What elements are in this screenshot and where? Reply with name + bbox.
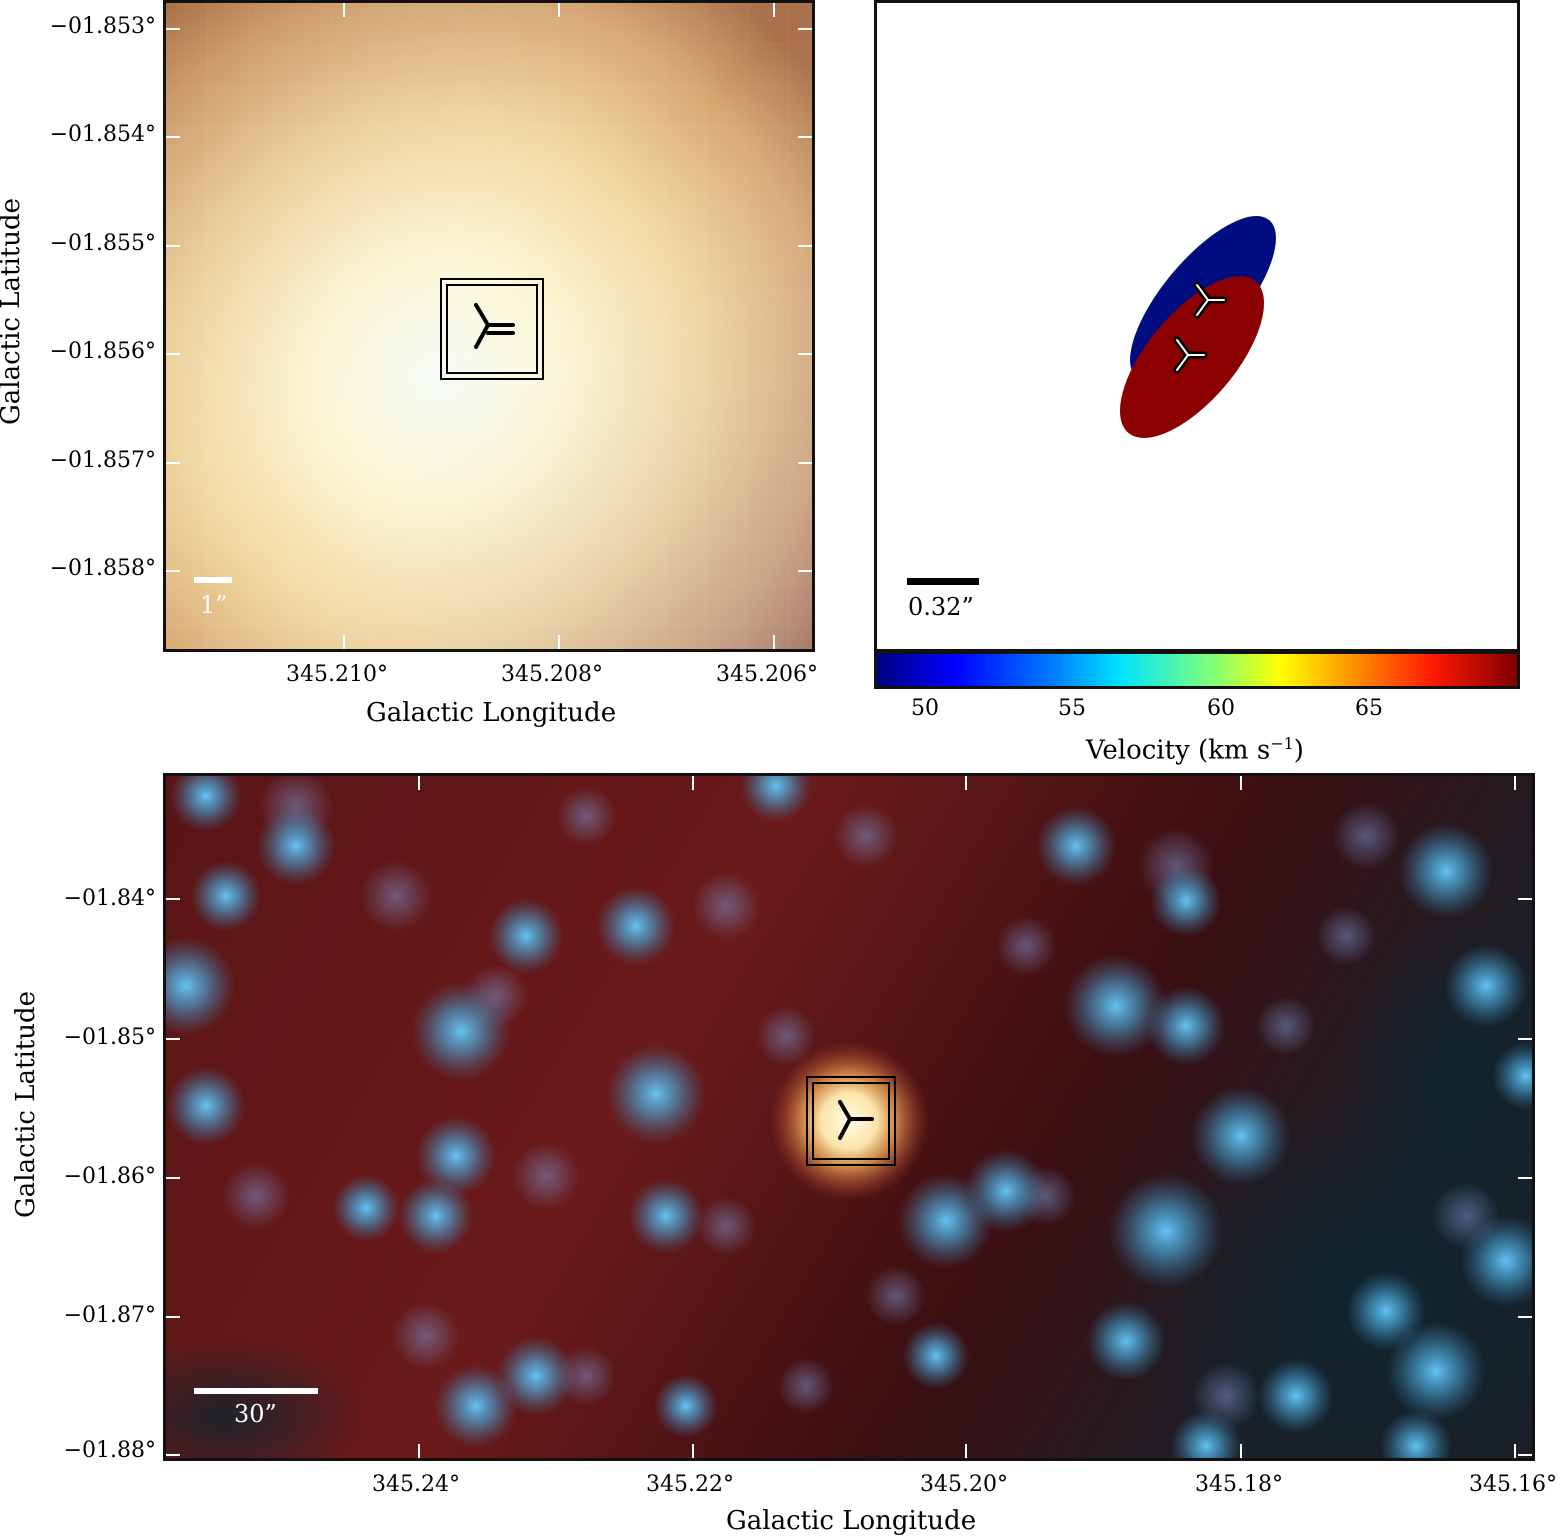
top-right-velocity-panel: 0.32” [874, 0, 1520, 652]
top-right-scalebar-label: 0.32” [908, 593, 974, 621]
y-axis-title: Galactic Latitude [11, 991, 41, 1218]
top-left-image-panel: 1” [163, 0, 815, 652]
velocity-ellipses [907, 216, 1276, 585]
top-left-pixel-image [166, 3, 812, 649]
bottom-image-panel: 30” [163, 773, 1535, 1461]
top-left-scalebar-label: 1” [200, 591, 228, 619]
colorbar-title-sup: −1 [1270, 734, 1294, 753]
velocity-colorbar [874, 651, 1520, 689]
tri-marker-icon [838, 1100, 874, 1140]
colorbar-tick-label: 50 [911, 696, 939, 721]
colorbar-tick-label: 60 [1207, 696, 1235, 721]
y-tick-label: −01.85° [63, 1025, 156, 1050]
tri-marker-icon [474, 303, 515, 349]
bottom-field-image [166, 776, 1532, 1458]
x-axis-title: Galactic Longitude [726, 1506, 977, 1536]
y-tick-label: −01.88° [63, 1438, 156, 1463]
source-marker-box [440, 278, 544, 380]
y-tick-label: −01.855° [49, 231, 156, 256]
colorbar-tick-label: 55 [1058, 696, 1086, 721]
colorbar-title: Velocity (km s−1) [1086, 734, 1304, 766]
y-tick-label: −01.857° [49, 448, 156, 473]
colorbar-title-main: Velocity (km s [1086, 735, 1271, 766]
y-tick-label: −01.858° [49, 556, 156, 581]
y-tick-label: −01.87° [63, 1303, 156, 1328]
y-tick-label: −01.856° [49, 339, 156, 364]
bottom-scalebar-label: 30” [234, 1400, 277, 1428]
y-tick-label: −01.84° [63, 886, 156, 911]
x-tick-label: 345.206° [716, 662, 818, 687]
scalebar-line [907, 578, 979, 585]
colorbar-tick-label: 65 [1355, 696, 1383, 721]
x-tick-label: 345.24° [372, 1472, 460, 1497]
x-tick-label: 345.18° [1195, 1472, 1283, 1497]
source-marker-box [806, 1076, 896, 1166]
x-axis-title: Galactic Longitude [366, 698, 617, 728]
y-tick-label: −01.86° [63, 1164, 156, 1189]
x-tick-label: 345.210° [286, 662, 388, 687]
y-axis-title: Galactic Latitude [0, 198, 26, 425]
x-tick-label: 345.16° [1469, 1472, 1557, 1497]
scalebar-line [194, 577, 232, 583]
x-tick-label: 345.208° [501, 662, 603, 687]
y-tick-label: −01.853° [49, 14, 156, 39]
x-tick-label: 345.20° [920, 1472, 1008, 1497]
y-tick-label: −01.854° [49, 122, 156, 147]
colorbar-title-end: ) [1293, 735, 1304, 766]
x-tick-label: 345.22° [646, 1472, 734, 1497]
scalebar-line [194, 1388, 318, 1394]
